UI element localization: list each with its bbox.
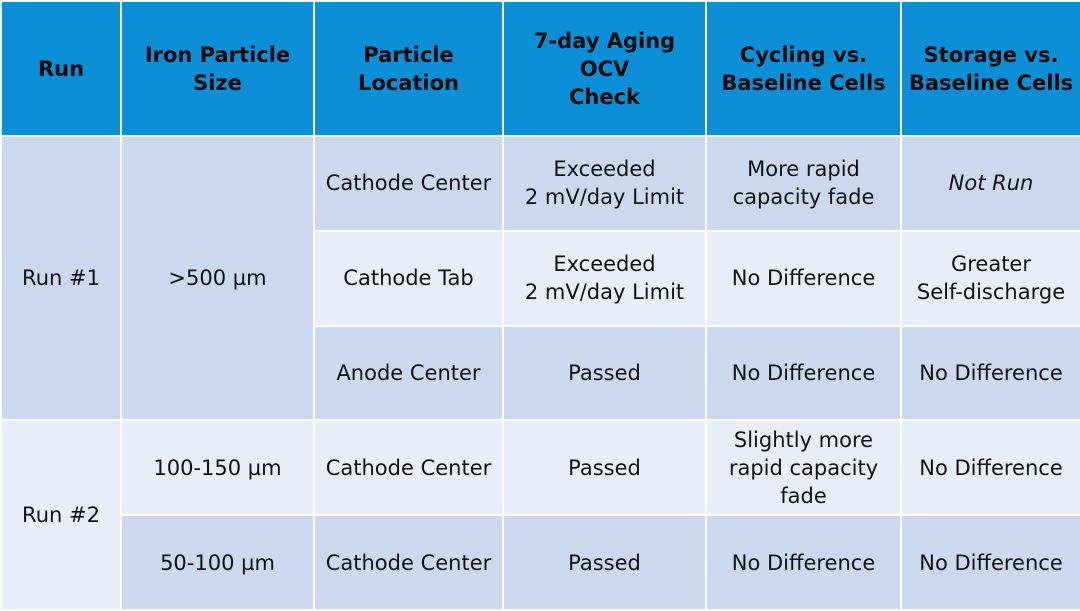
run1-size-cell: >500 µm (120, 134, 315, 422)
run2-label-cell: Run #2 (0, 419, 122, 611)
header-ocv-check: 7-day Aging OCV Check (502, 0, 707, 137)
cycling-cell: No Difference (705, 514, 902, 611)
location-cell: Cathode Center (313, 514, 504, 611)
location-cell: Cathode Center (313, 135, 504, 232)
ocv-cell: Passed (502, 324, 707, 422)
cycling-cell: No Difference (705, 324, 902, 422)
ocv-cell: Exceeded 2 mV/day Limit (502, 229, 707, 327)
storage-cell: No Difference (900, 419, 1080, 517)
table-row: Anode Center Passed No Difference No Dif… (1, 324, 1080, 422)
cycling-cell: More rapid capacity fade (705, 135, 902, 232)
header-run: Run (0, 0, 122, 137)
cycling-cell: No Difference (705, 229, 902, 327)
ocv-cell: Passed (502, 514, 707, 611)
table-row: Run #2 100-150 µm Cathode Center Passed … (0, 419, 1080, 611)
header-row: Run Iron Particle Size Particle Location… (0, 0, 1080, 137)
run1-label-cell: Run #1 (0, 134, 122, 422)
location-cell: Cathode Center (313, 419, 504, 517)
table-row: 50-100 µm Cathode Center Passed No Diffe… (1, 514, 1080, 611)
header-particle-location: Particle Location (313, 0, 504, 137)
location-cell: Anode Center (313, 324, 504, 422)
table-row: Run #1 >500 µm Cathode Center Exceeded 2… (0, 134, 1080, 422)
table-row: Cathode Tab Exceeded 2 mV/day Limit No D… (1, 229, 1080, 327)
header-cycling: Cycling vs. Baseline Cells (705, 0, 902, 137)
storage-cell: No Difference (900, 324, 1080, 422)
storage-cell: Not Run (900, 135, 1080, 232)
cycling-cell: Slightly more rapid capacity fade (705, 419, 902, 517)
size-cell: 100-150 µm (120, 419, 315, 517)
size-cell: 50-100 µm (120, 514, 315, 611)
header-storage: Storage vs. Baseline Cells (900, 0, 1080, 137)
ocv-cell: Exceeded 2 mV/day Limit (502, 135, 707, 232)
location-cell: Cathode Tab (313, 229, 504, 327)
ocv-cell: Passed (502, 419, 707, 517)
storage-cell: No Difference (900, 514, 1080, 611)
storage-cell: Greater Self-discharge (900, 229, 1080, 327)
header-iron-particle-size: Iron Particle Size (120, 0, 315, 137)
